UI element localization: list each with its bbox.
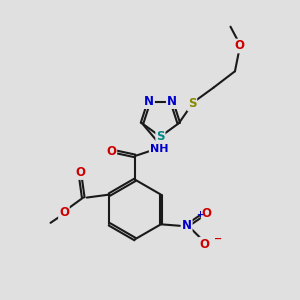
Text: O: O xyxy=(106,145,116,158)
Text: NH: NH xyxy=(150,144,168,154)
Text: O: O xyxy=(234,40,244,52)
Text: −: − xyxy=(214,234,222,244)
Text: S: S xyxy=(188,98,197,110)
Text: N: N xyxy=(144,95,154,108)
Text: S: S xyxy=(156,130,165,143)
Text: N: N xyxy=(167,95,177,108)
Text: O: O xyxy=(75,166,85,179)
Text: N: N xyxy=(182,219,192,232)
Text: O: O xyxy=(202,206,212,220)
Text: +: + xyxy=(196,211,203,220)
Text: O: O xyxy=(199,238,209,251)
Text: O: O xyxy=(59,206,69,219)
